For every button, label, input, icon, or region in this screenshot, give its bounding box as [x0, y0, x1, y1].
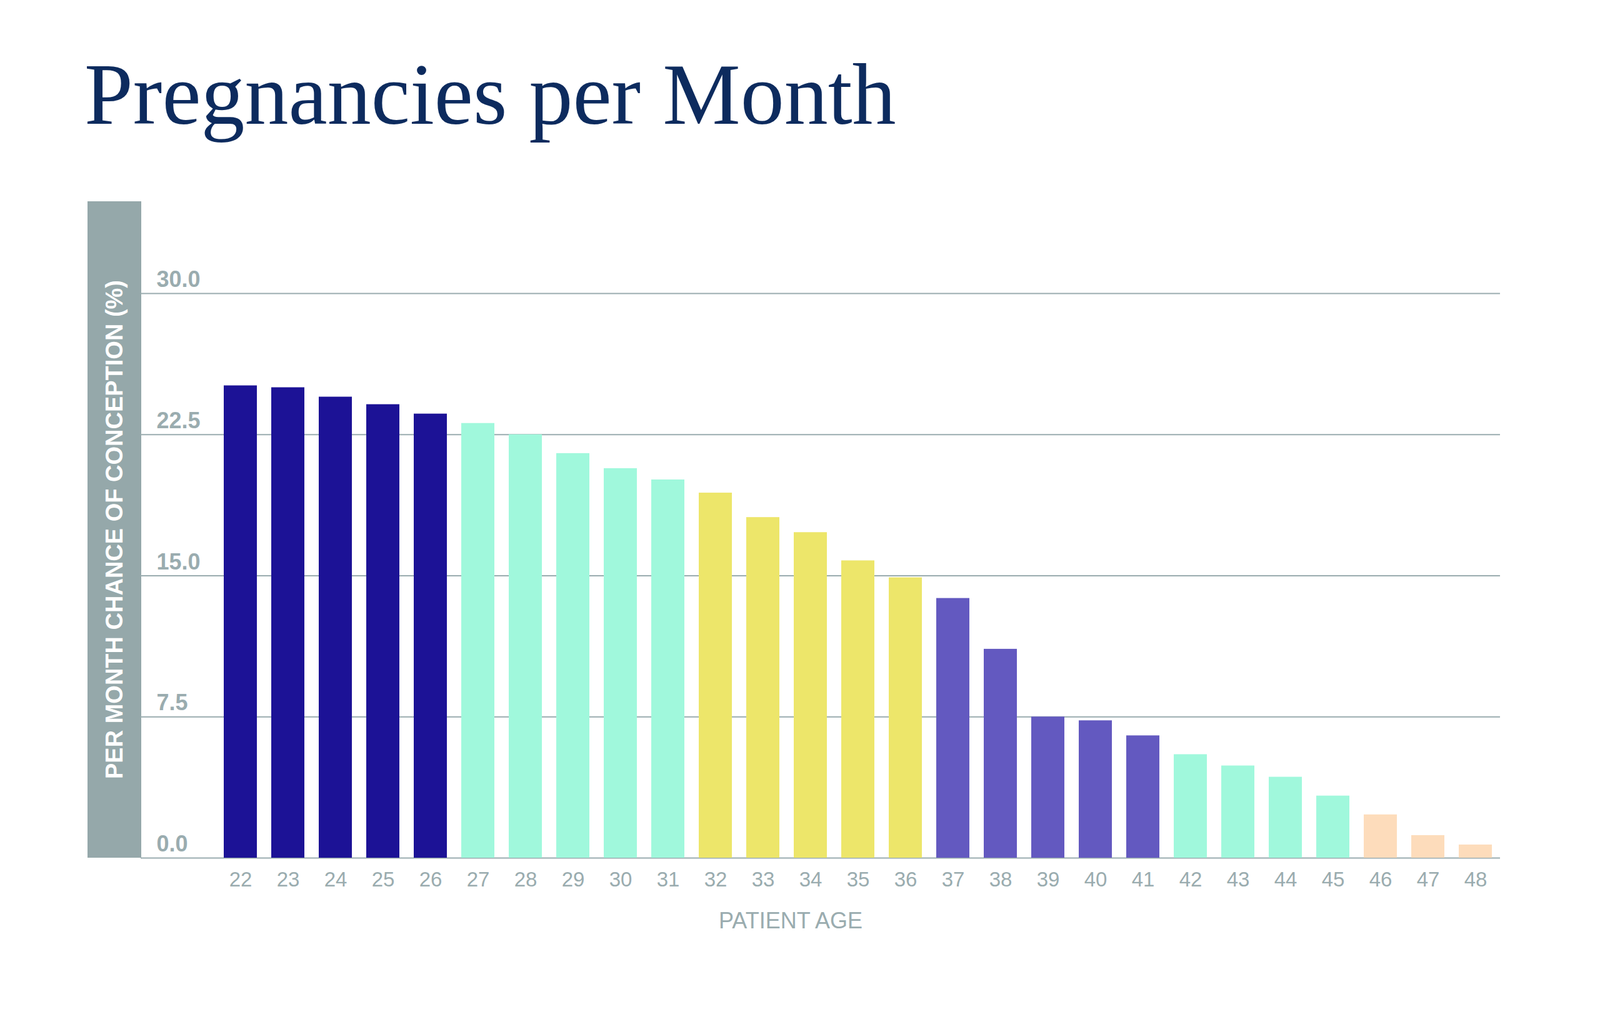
svg-text:29: 29 — [561, 867, 585, 891]
svg-text:30.0: 30.0 — [156, 266, 201, 292]
svg-text:36: 36 — [894, 867, 918, 891]
svg-text:34: 34 — [799, 867, 823, 891]
html-text:Pregnancies per Month: Pregnancies per Month — [84, 45, 896, 143]
svg-text:7.5: 7.5 — [156, 689, 189, 715]
svg-text:44: 44 — [1274, 867, 1298, 891]
svg-text:38: 38 — [989, 867, 1013, 891]
svg-text:32: 32 — [704, 867, 728, 891]
svg-text:42: 42 — [1179, 867, 1203, 891]
svg-text:35: 35 — [846, 867, 870, 891]
svg-text:22.5: 22.5 — [156, 407, 201, 434]
svg-text:15.0: 15.0 — [156, 548, 201, 575]
svg-text:48: 48 — [1464, 867, 1488, 891]
svg-text:25: 25 — [371, 867, 395, 891]
svg-text:46: 46 — [1369, 867, 1393, 891]
svg-text:23: 23 — [276, 867, 300, 891]
svg-text:40: 40 — [1084, 867, 1108, 891]
svg-text:39: 39 — [1036, 867, 1060, 891]
svg-text:43: 43 — [1226, 867, 1250, 891]
svg-text:47: 47 — [1416, 867, 1440, 891]
svg-text:31: 31 — [656, 867, 680, 891]
svg-text:37: 37 — [941, 867, 965, 891]
html-text:PER MONTH CHANCE OF CONCEPTION: PER MONTH CHANCE OF CONCEPTION (%) — [100, 280, 128, 779]
html-text:PATIENT AGE: PATIENT AGE — [718, 907, 863, 934]
svg-text:0.0: 0.0 — [156, 830, 189, 857]
svg-text:28: 28 — [514, 867, 538, 891]
svg-text:26: 26 — [419, 867, 443, 891]
svg-text:27: 27 — [466, 867, 490, 891]
svg-text:24: 24 — [324, 867, 348, 891]
svg-text:22: 22 — [229, 867, 253, 891]
svg-text:45: 45 — [1321, 867, 1345, 891]
svg-text:41: 41 — [1131, 867, 1155, 891]
svg-text:33: 33 — [751, 867, 775, 891]
svg-text:30: 30 — [609, 867, 633, 891]
